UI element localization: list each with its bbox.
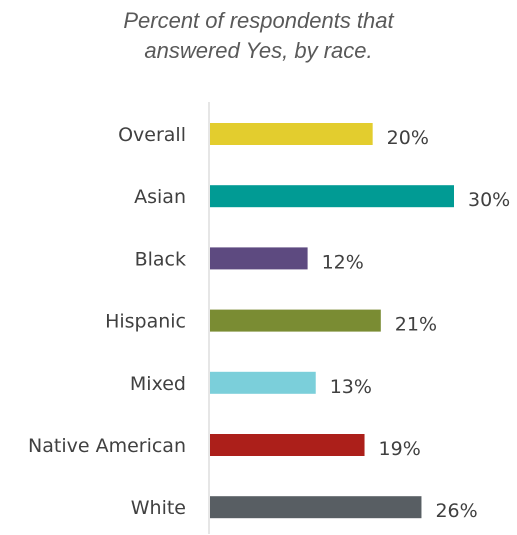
bar-white (210, 496, 422, 519)
bar-overall (210, 123, 373, 145)
bar-black (210, 247, 308, 270)
category-label: White (131, 497, 186, 519)
bar-hispanic (210, 309, 381, 332)
chart-title: Percent of respondents that answered Yes… (0, 6, 517, 66)
chart-title-line-1: Percent of respondents that (123, 8, 394, 33)
bar-mixed (210, 371, 316, 394)
value-label: 12% (322, 251, 364, 273)
category-label: Overall (118, 124, 186, 146)
value-label: 30% (468, 189, 510, 211)
value-label: 20% (387, 127, 429, 149)
value-label: 21% (395, 314, 437, 336)
value-label: 19% (379, 438, 421, 460)
bar-asian (210, 185, 454, 208)
value-label: 26% (435, 500, 477, 522)
category-label: Native American (28, 435, 186, 457)
value-label: 13% (330, 376, 372, 398)
category-label: Asian (134, 186, 186, 208)
category-label: Mixed (130, 373, 186, 395)
category-label: Black (135, 248, 186, 270)
chart-title-line-2: answered Yes, by race. (144, 38, 373, 63)
bar-native-american (210, 434, 365, 456)
category-label: Hispanic (105, 311, 186, 333)
